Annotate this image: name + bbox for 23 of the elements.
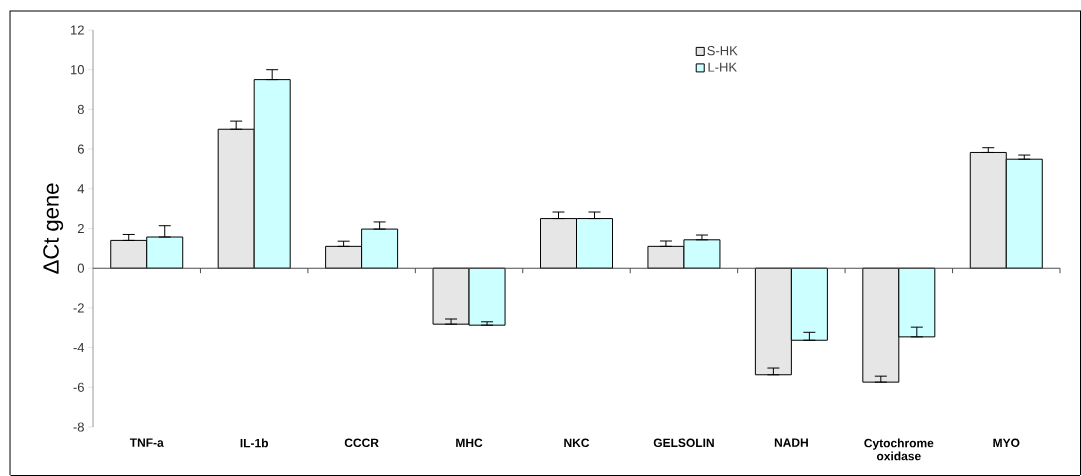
x-tick-label: NKC xyxy=(564,438,590,448)
x-tick-label: MYO xyxy=(993,438,1020,448)
legend-label: S-HK xyxy=(707,46,738,56)
x-tick-label: CCCR xyxy=(344,438,379,448)
y-tick-label: -4 xyxy=(73,343,85,353)
x-tick-label: TNF-a xyxy=(129,438,164,447)
y-tick-label: 4 xyxy=(77,184,85,194)
y-tick-label: -6 xyxy=(73,382,84,392)
x-tick-label: GELSOLIN xyxy=(653,438,714,448)
y-tick-label: -8 xyxy=(73,422,84,432)
y-axis-title: ΔCt gene xyxy=(43,183,64,274)
y-tick-label: 8 xyxy=(77,104,84,114)
y-tick-label: 6 xyxy=(77,144,84,154)
y-tick-label: 0 xyxy=(77,263,84,273)
x-tick-label: Cytochrome oxidase xyxy=(864,438,934,461)
y-tick-label: 12 xyxy=(71,25,84,35)
x-tick-label: IL-1b xyxy=(240,438,269,448)
y-tick-label: 2 xyxy=(77,223,84,234)
x-tick-label: MHC xyxy=(456,438,483,448)
y-tick-label: 10 xyxy=(71,65,84,75)
legend-label: L-HK xyxy=(708,62,737,72)
x-tick-label: NADH xyxy=(774,438,808,447)
y-tick-label: -2 xyxy=(73,303,84,313)
